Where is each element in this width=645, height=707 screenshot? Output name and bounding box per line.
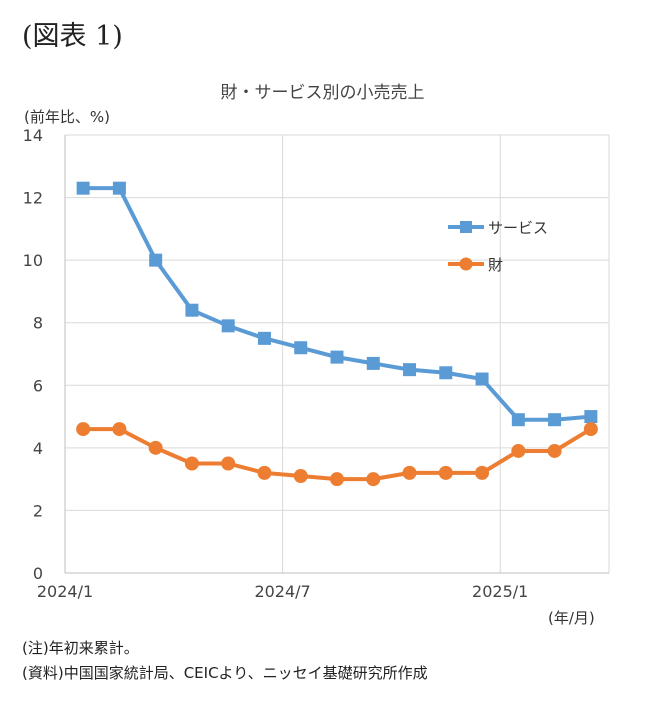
legend-marker: [460, 221, 472, 233]
y-tick-label: 8: [33, 314, 43, 333]
data-point: [112, 422, 127, 437]
data-point: [366, 356, 380, 370]
y-tick-label: 0: [33, 564, 43, 583]
data-point: [511, 413, 525, 427]
data-point: [76, 422, 91, 437]
y-tick-label: 4: [33, 439, 43, 458]
data-point: [438, 465, 453, 480]
data-point: [402, 465, 417, 480]
y-tick-label: 6: [33, 376, 43, 395]
data-point: [475, 465, 490, 480]
data-point: [439, 366, 453, 380]
y-tick-label: 14: [23, 126, 43, 145]
legend-label: サービス: [488, 219, 548, 237]
data-point: [149, 253, 163, 267]
data-point: [475, 372, 489, 386]
data-point: [185, 303, 199, 317]
legend-marker: [459, 257, 473, 271]
data-point: [584, 410, 598, 424]
data-point: [548, 413, 562, 427]
y-tick-label: 2: [33, 501, 43, 520]
data-point: [547, 443, 562, 458]
x-tick-label: 2024/7: [254, 582, 310, 601]
data-point: [221, 319, 235, 333]
data-point: [330, 350, 344, 364]
data-point: [184, 456, 199, 471]
data-point: [511, 443, 526, 458]
data-point: [257, 331, 271, 345]
data-point: [221, 456, 236, 471]
footnote: (注)年初来累計。: [22, 639, 139, 657]
data-point: [148, 440, 163, 455]
x-tick-label: 2025/1: [472, 582, 528, 601]
data-point: [366, 472, 381, 487]
figure-label: (図表 1): [22, 21, 123, 52]
data-point: [583, 422, 598, 437]
data-point: [293, 469, 308, 484]
data-point: [257, 465, 272, 480]
data-point: [330, 472, 344, 487]
data-point: [76, 181, 90, 195]
source-note: (資料)中国国家統計局、CEICより、ニッセイ基礎研究所作成: [22, 664, 428, 682]
y-tick-label: 10: [23, 251, 43, 270]
legend-label: 財: [488, 256, 503, 274]
chart-title: 財・サービス別の小売売上: [220, 83, 425, 103]
y-tick-label: 12: [23, 189, 43, 208]
data-point: [294, 341, 308, 355]
y-axis-unit-label: (前年比、%): [24, 108, 110, 126]
x-tick-label: 2024/1: [37, 582, 93, 601]
data-point: [112, 181, 126, 195]
data-point: [403, 363, 417, 377]
x-axis-unit-label: (年/月): [548, 609, 595, 627]
